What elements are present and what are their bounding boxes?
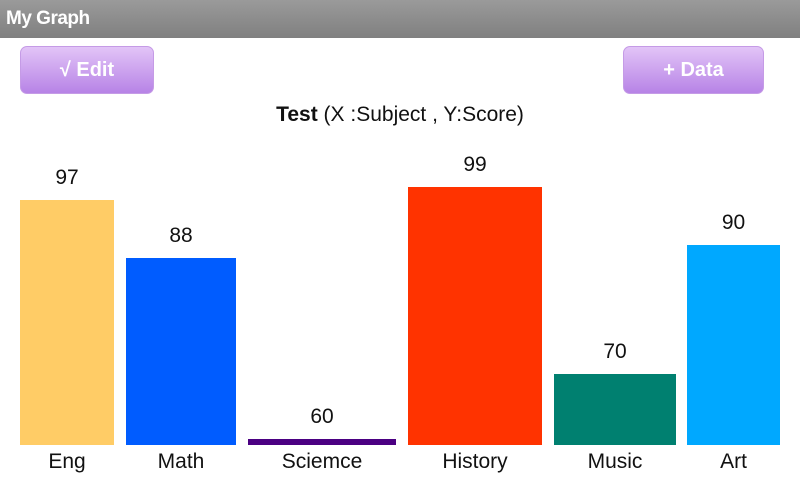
edit-button[interactable]: √ Edit [20,46,154,94]
x-tick-label: History [442,450,508,473]
add-data-button[interactable]: + Data [623,46,764,94]
x-tick-label: Math [157,450,205,473]
x-tick-label: Sciemce [281,450,363,473]
chart-subtitle: (X :Subject , Y:Score) [323,103,524,126]
app-title: My Graph [6,8,90,29]
bar-history [408,187,542,445]
bar-eng [20,199,114,445]
bar-music [554,374,676,445]
chart-title-main: Test [276,103,318,126]
chart-title: Test (X :Subject , Y:Score) [0,103,800,127]
x-tick-label: Music [587,450,643,473]
data-label: 99 [463,153,487,176]
bar-sciemce [248,438,396,445]
x-tick-label: Eng [48,450,86,473]
bar-math [126,257,236,445]
data-label: 60 [310,404,334,428]
data-label: 97 [55,165,79,189]
bar-art [687,245,780,445]
title-bar: My Graph [0,0,800,38]
data-label: 88 [169,223,193,247]
x-tick-label: Art [720,450,747,473]
data-label: 70 [603,340,627,364]
data-label: 90 [721,211,746,235]
